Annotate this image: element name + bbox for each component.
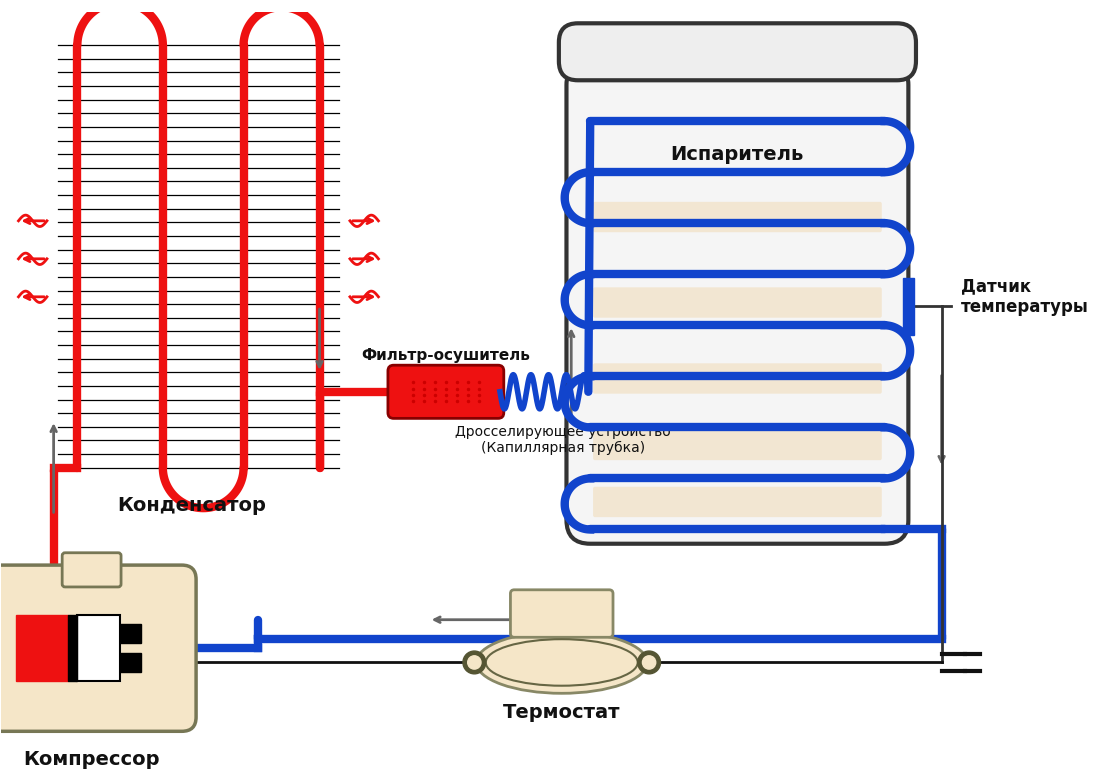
- Text: Дросселирующее устройство
(Капиллярная трубка): Дросселирующее устройство (Капиллярная т…: [455, 425, 671, 455]
- FancyBboxPatch shape: [559, 23, 916, 81]
- Text: Термостат: Термостат: [503, 703, 620, 722]
- Text: Компрессор: Компрессор: [23, 750, 160, 769]
- FancyBboxPatch shape: [593, 364, 882, 393]
- Bar: [15, 615, 67, 681]
- Circle shape: [468, 656, 481, 669]
- Bar: [903, 278, 914, 335]
- FancyBboxPatch shape: [593, 202, 882, 232]
- Bar: [67, 615, 77, 681]
- FancyBboxPatch shape: [388, 365, 503, 418]
- FancyBboxPatch shape: [0, 565, 197, 731]
- Circle shape: [643, 656, 656, 669]
- FancyBboxPatch shape: [593, 430, 882, 460]
- Text: Конденсатор: Конденсатор: [117, 497, 266, 515]
- Bar: [77, 615, 120, 681]
- Ellipse shape: [486, 639, 638, 686]
- Ellipse shape: [476, 632, 647, 694]
- Bar: [77, 615, 120, 681]
- Circle shape: [463, 651, 486, 674]
- FancyBboxPatch shape: [566, 61, 909, 543]
- FancyBboxPatch shape: [510, 590, 613, 637]
- FancyBboxPatch shape: [593, 287, 882, 317]
- Text: Испаритель: Испаритель: [671, 145, 804, 164]
- FancyBboxPatch shape: [62, 553, 121, 587]
- FancyBboxPatch shape: [593, 486, 882, 517]
- Circle shape: [638, 651, 660, 674]
- Bar: [120, 625, 141, 644]
- Text: Датчик
температуры: Датчик температуры: [960, 278, 1089, 316]
- Text: Фильтр-осушитель: Фильтр-осушитель: [361, 348, 530, 364]
- Bar: [120, 653, 141, 672]
